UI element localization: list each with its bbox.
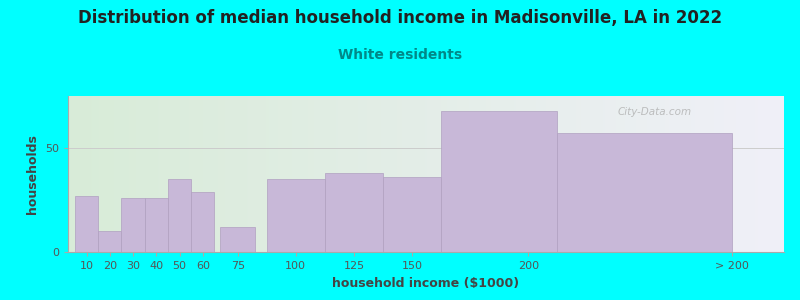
Bar bbox=[558, 134, 732, 252]
Text: City-Data.com: City-Data.com bbox=[618, 106, 692, 117]
Bar bbox=[266, 179, 325, 252]
Bar bbox=[98, 231, 122, 252]
Text: White residents: White residents bbox=[338, 48, 462, 62]
Bar bbox=[220, 227, 255, 252]
Text: Distribution of median household income in Madisonville, LA in 2022: Distribution of median household income … bbox=[78, 9, 722, 27]
Bar bbox=[383, 177, 441, 252]
Bar bbox=[441, 111, 558, 252]
Bar bbox=[145, 198, 168, 252]
Bar bbox=[168, 179, 191, 252]
Y-axis label: households: households bbox=[26, 134, 39, 214]
X-axis label: household income ($1000): household income ($1000) bbox=[333, 277, 519, 290]
Bar bbox=[191, 192, 214, 252]
Bar bbox=[75, 196, 98, 252]
Bar bbox=[122, 198, 145, 252]
Bar bbox=[325, 173, 383, 252]
